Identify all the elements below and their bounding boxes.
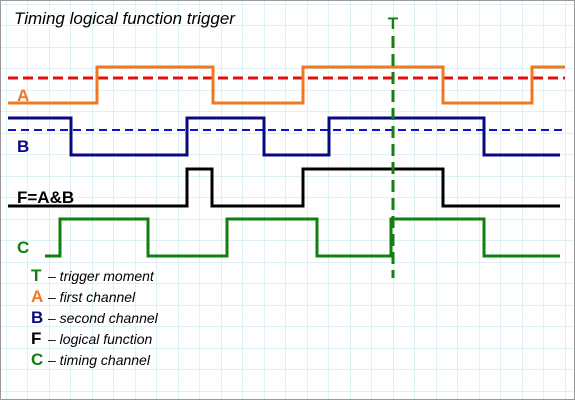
signal-label-c: C	[17, 238, 29, 257]
trigger-label: T	[388, 14, 399, 33]
legend-key: C	[31, 350, 43, 369]
legend-text: – second channel	[47, 310, 159, 326]
legend-text: – logical function	[47, 331, 153, 347]
signal-label-b: B	[17, 137, 29, 156]
waveform-a	[8, 65, 565, 105]
legend-text: – first channel	[47, 289, 136, 305]
legend-text: – timing channel	[47, 352, 151, 368]
legend-key: T	[31, 266, 42, 285]
waveform-f	[8, 167, 560, 208]
legend-key: A	[31, 287, 43, 306]
signal-label-f: F=A&B	[17, 188, 74, 207]
legend-key: F	[31, 329, 41, 348]
signal-label-a: A	[17, 86, 29, 105]
legend-text: – trigger moment	[47, 268, 155, 284]
title: Timing logical function trigger	[14, 9, 236, 28]
waveform-c	[45, 217, 560, 258]
waveform-b	[8, 116, 560, 157]
legend-key: B	[31, 308, 43, 327]
